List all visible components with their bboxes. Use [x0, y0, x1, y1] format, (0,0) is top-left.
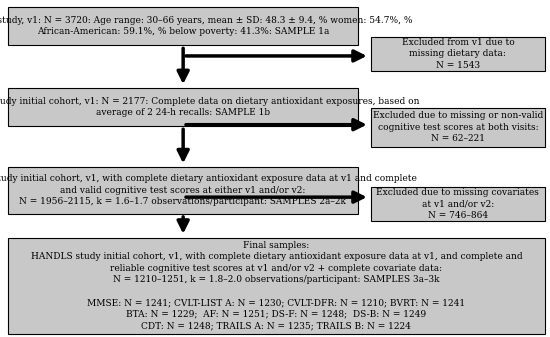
- Text: HANDLS study initial cohort, v1, with complete dietary antioxidant exposure data: HANDLS study initial cohort, v1, with co…: [0, 175, 417, 206]
- FancyBboxPatch shape: [371, 108, 544, 147]
- FancyBboxPatch shape: [8, 238, 544, 334]
- FancyBboxPatch shape: [8, 88, 358, 126]
- FancyBboxPatch shape: [371, 37, 544, 71]
- FancyBboxPatch shape: [371, 187, 544, 221]
- Text: Excluded from v1 due to
missing dietary data:
N = 1543: Excluded from v1 due to missing dietary …: [402, 38, 514, 70]
- FancyBboxPatch shape: [8, 167, 358, 214]
- Text: Excluded due to missing or non-valid
cognitive test scores at both visits:
N = 6: Excluded due to missing or non-valid cog…: [373, 111, 543, 143]
- Text: HANDLS study initial cohort, v1: N = 2177: Complete data on dietary antioxidant : HANDLS study initial cohort, v1: N = 217…: [0, 97, 419, 117]
- Text: Excluded due to missing covariates
at v1 and/or v2:
N = 746–864: Excluded due to missing covariates at v1…: [376, 188, 540, 220]
- Text: HANDLS study, v1: N = 3720: Age range: 30–66 years, mean ± SD: 48.3 ± 9.4, % wom: HANDLS study, v1: N = 3720: Age range: 3…: [0, 16, 412, 36]
- FancyBboxPatch shape: [8, 7, 358, 45]
- Text: Final samples:
HANDLS study initial cohort, v1, with complete dietary antioxidan: Final samples: HANDLS study initial coho…: [31, 241, 522, 330]
